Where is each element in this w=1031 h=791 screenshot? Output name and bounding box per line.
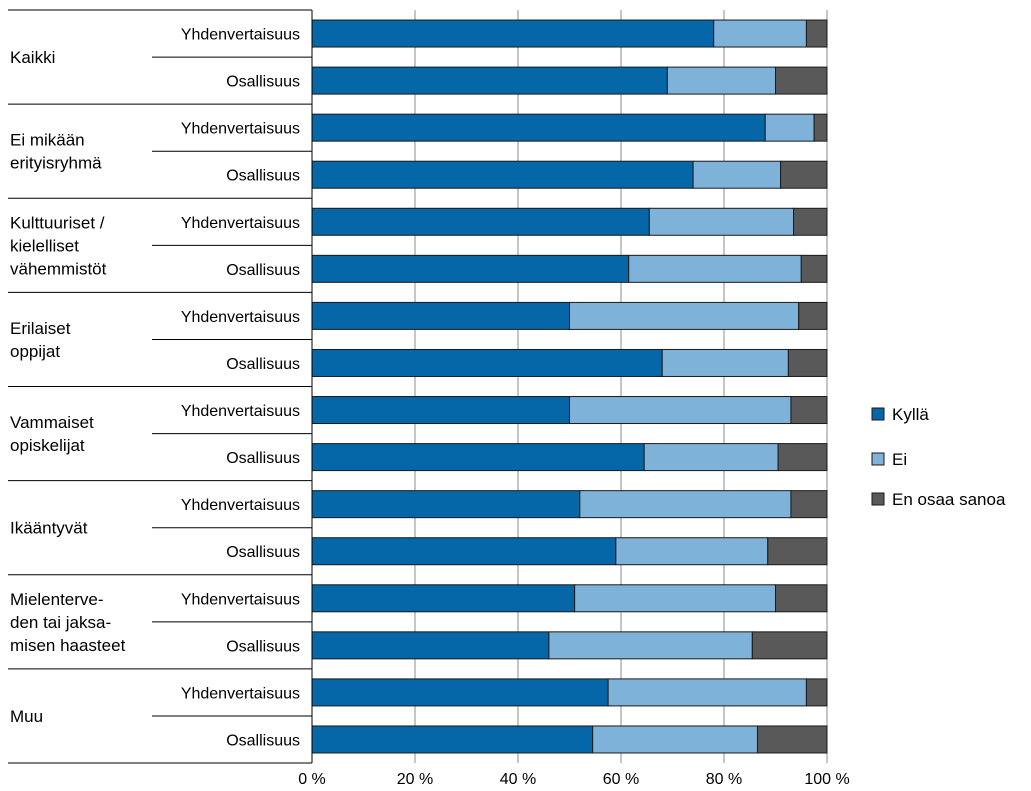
bar-segment-kyllä — [311, 160, 694, 189]
bar-segment-en-osaa-sanoa — [756, 725, 828, 754]
bars — [311, 19, 828, 754]
bar-segment-ei — [569, 301, 800, 330]
group-label: Erilaiset — [10, 319, 71, 338]
bar-segment-en-osaa-sanoa — [793, 207, 828, 236]
bar-segment-kyllä — [311, 301, 570, 330]
bar-segment-kyllä — [311, 66, 668, 95]
x-tick-label: 80 % — [706, 771, 742, 788]
row-label: Yhdenvertaisuus — [181, 121, 300, 138]
bar-segment-ei — [764, 113, 815, 142]
row-label: Yhdenvertaisuus — [181, 685, 300, 702]
bar-segment-en-osaa-sanoa — [777, 443, 828, 472]
category-structure — [8, 9, 313, 764]
group-label: misen haasteet — [10, 636, 126, 655]
group-label: Ei mikään — [10, 131, 85, 150]
row-label: Yhdenvertaisuus — [181, 27, 300, 44]
row-label: Osallisuus — [226, 544, 300, 561]
row-label: Osallisuus — [226, 356, 300, 373]
bar-segment-kyllä — [311, 584, 576, 613]
row-label: Yhdenvertaisuus — [181, 591, 300, 608]
bar-segment-en-osaa-sanoa — [813, 113, 828, 142]
bar-segment-ei — [607, 678, 807, 707]
bar-segment-kyllä — [311, 113, 766, 142]
x-tick-label: 40 % — [500, 771, 536, 788]
bar-segment-ei — [569, 396, 792, 425]
bar-segment-ei — [643, 443, 779, 472]
row-label: Osallisuus — [226, 168, 300, 185]
group-label: kielelliset — [10, 236, 79, 255]
row-label: Yhdenvertaisuus — [181, 309, 300, 326]
bar-segment-ei — [661, 348, 789, 377]
bar-segment-en-osaa-sanoa — [787, 348, 828, 377]
row-label: Osallisuus — [226, 638, 300, 655]
bar-segment-kyllä — [311, 19, 715, 48]
bar-segment-kyllä — [311, 631, 550, 660]
x-axis-ticks: 0 % 20 % 40 % 60 % 80 % 100 % — [298, 771, 849, 788]
bar-segment-ei — [592, 725, 758, 754]
bar-segment-kyllä — [311, 725, 594, 754]
bar-segment-en-osaa-sanoa — [751, 631, 828, 660]
bar-segment-kyllä — [311, 207, 650, 236]
bar-segment-kyllä — [311, 443, 645, 472]
bar-segment-en-osaa-sanoa — [790, 396, 828, 425]
row-label: Yhdenvertaisuus — [181, 403, 300, 420]
x-tick-label: 20 % — [397, 771, 433, 788]
row-label: Yhdenvertaisuus — [181, 215, 300, 232]
legend-swatch — [871, 452, 885, 466]
group-label: oppijat — [10, 342, 60, 361]
x-tick-label: 60 % — [603, 771, 639, 788]
bar-segment-en-osaa-sanoa — [775, 66, 828, 95]
group-label: den tai jaksa- — [10, 613, 111, 632]
x-tick-label: 0 % — [298, 771, 326, 788]
category-labels: Kaikki Yhdenvertaisuus Osallisuus Ei mikään… — [10, 27, 300, 750]
legend-swatch — [871, 407, 885, 421]
bar-segment-en-osaa-sanoa — [775, 584, 828, 613]
bar-segment-ei — [713, 19, 807, 48]
bar-segment-en-osaa-sanoa — [790, 490, 828, 519]
group-label: Kulttuuriset / — [10, 213, 105, 232]
bar-segment-en-osaa-sanoa — [780, 160, 828, 189]
bar-segment-ei — [574, 584, 777, 613]
bar-segment-kyllä — [311, 678, 609, 707]
bar-segment-ei — [548, 631, 753, 660]
group-label: Muu — [10, 707, 43, 726]
bar-segment-kyllä — [311, 537, 617, 566]
group-label: vähemmistöt — [10, 259, 107, 278]
x-tick-label: 100 % — [804, 771, 849, 788]
row-label: Osallisuus — [226, 450, 300, 467]
bar-segment-en-osaa-sanoa — [805, 678, 828, 707]
legend: Kyllä Ei En osaa sanoa — [871, 405, 1006, 509]
bar-segment-ei — [648, 207, 795, 236]
legend-label: Ei — [892, 450, 907, 469]
row-label: Yhdenvertaisuus — [181, 497, 300, 514]
row-label: Osallisuus — [226, 262, 300, 279]
group-label: opiskelijat — [10, 436, 85, 455]
bar-segment-en-osaa-sanoa — [805, 19, 828, 48]
row-label: Osallisuus — [226, 74, 300, 91]
group-label: Vammaiset — [10, 413, 94, 432]
group-label: erityisryhmä — [10, 154, 102, 173]
bar-segment-kyllä — [311, 490, 581, 519]
bar-segment-kyllä — [311, 348, 663, 377]
legend-label: En osaa sanoa — [892, 490, 1006, 509]
legend-label: Kyllä — [892, 405, 929, 424]
bar-segment-kyllä — [311, 396, 570, 425]
bar-segment-en-osaa-sanoa — [767, 537, 828, 566]
bar-segment-ei — [692, 160, 782, 189]
bar-segment-ei — [666, 66, 776, 95]
bar-segment-ei — [628, 254, 802, 283]
bar-segment-kyllä — [311, 254, 630, 283]
group-label: Mielenterve- — [10, 590, 104, 609]
legend-swatch — [871, 492, 885, 506]
bar-segment-en-osaa-sanoa — [798, 301, 828, 330]
group-label: Ikääntyvät — [10, 519, 88, 538]
bar-segment-en-osaa-sanoa — [800, 254, 828, 283]
row-label: Osallisuus — [226, 732, 300, 749]
bar-segment-ei — [615, 537, 769, 566]
group-label: Kaikki — [10, 48, 55, 67]
bar-segment-ei — [579, 490, 792, 519]
